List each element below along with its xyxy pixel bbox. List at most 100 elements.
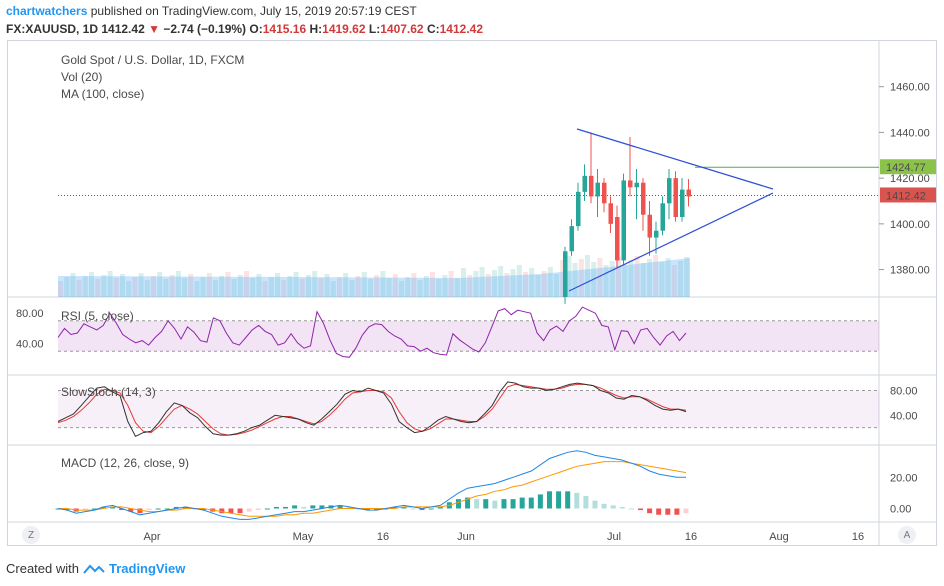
macd-histogram-bar — [164, 508, 170, 510]
volume-bar — [380, 271, 386, 297]
zoom-button[interactable]: Z — [22, 526, 40, 544]
triangle-upper-line[interactable] — [576, 128, 774, 190]
macd-histogram-bar — [455, 499, 461, 509]
candle-body — [563, 251, 568, 297]
macd-title: MACD (12, 26, close, 9) — [61, 456, 189, 470]
volume-bar — [343, 273, 349, 297]
volume-bar — [442, 275, 448, 297]
macd-histogram-bar — [292, 505, 298, 509]
tradingview-brand[interactable]: TradingView — [108, 561, 186, 576]
volume-bar — [163, 279, 169, 297]
volume-bar — [58, 281, 63, 297]
volume-bar — [498, 266, 504, 297]
candle-body — [602, 182, 607, 204]
volume-bar — [461, 268, 466, 297]
volume-bar — [479, 267, 485, 297]
volume-bar — [349, 280, 355, 297]
volume-bar — [609, 261, 615, 297]
volume-bar — [603, 265, 609, 297]
candle-body — [628, 180, 633, 188]
rsi-tick-label: 40.00 — [16, 339, 44, 351]
triangle-lower-line[interactable] — [568, 192, 774, 292]
candle-body — [595, 182, 600, 197]
volume-bar — [306, 275, 311, 297]
open-label: O: — [249, 22, 263, 36]
volume-bar — [597, 258, 603, 297]
volume-bar — [467, 275, 473, 297]
candle-body — [569, 226, 574, 252]
volume-bar — [113, 278, 119, 297]
change-value: −2.74 (−0.19%) — [163, 22, 247, 36]
candle-body — [660, 203, 665, 231]
chart-frame[interactable] — [7, 40, 937, 546]
volume-bar — [572, 263, 578, 297]
volume-bar — [516, 265, 522, 297]
ma-area — [58, 258, 690, 297]
macd-histogram-bar — [392, 506, 398, 509]
macd-histogram-bar — [237, 508, 243, 514]
volume-bar — [659, 262, 665, 297]
last-price: 1412.42 — [101, 22, 145, 36]
candle-body — [667, 178, 672, 204]
macd-histogram-bar — [91, 508, 97, 510]
author-link[interactable]: chartwatchers — [6, 4, 88, 18]
macd-line — [57, 450, 686, 520]
publish-line: chartwatchers published on TradingView.c… — [6, 4, 417, 18]
macd-histogram-bar — [182, 506, 188, 509]
volume-bar — [634, 256, 640, 297]
price-tick-label: 1380.00 — [890, 265, 930, 277]
published-text: published on TradingView.com, July 15, 2… — [90, 4, 417, 18]
volume-bar — [535, 275, 541, 297]
macd-histogram-bar — [64, 508, 70, 511]
macd-histogram-bar — [601, 503, 607, 509]
volume-bar — [423, 276, 429, 297]
macd-histogram-bar — [637, 508, 643, 511]
candle-body — [615, 217, 620, 261]
volume-bar — [616, 257, 621, 297]
macd-histogram-bar — [228, 508, 234, 514]
price-tick-label: 1420.00 — [890, 173, 930, 185]
volume-bar — [647, 259, 652, 297]
stoch-d-line — [57, 383, 687, 436]
volume-bar — [622, 264, 628, 297]
last-price-tag — [880, 187, 936, 203]
volume-bar — [665, 258, 671, 297]
macd-histogram-bar — [537, 494, 543, 509]
legend-symbol: Gold Spot / U.S. Dollar, 1D, FXCM — [61, 53, 244, 67]
volume-bar — [64, 277, 70, 297]
candle-body — [680, 189, 685, 217]
volume-bar — [430, 272, 435, 297]
auto-scale-button[interactable]: A — [898, 526, 916, 544]
candle-body — [621, 180, 626, 261]
volume-bar — [671, 265, 677, 297]
volume-bar — [405, 277, 411, 297]
volume-bar — [169, 275, 175, 297]
macd-histogram-bar — [519, 497, 525, 509]
stoch-tick-label: 80.00 — [890, 386, 918, 398]
macd-histogram-bar — [374, 508, 380, 511]
macd-histogram-bar — [364, 508, 370, 511]
volume-bar — [523, 272, 528, 297]
macd-histogram-bar — [583, 496, 589, 509]
macd-histogram-bar — [82, 508, 88, 511]
macd-histogram-bar — [674, 508, 680, 515]
volume-bar — [101, 275, 107, 297]
volume-bar — [411, 273, 417, 297]
volume-bar — [281, 280, 287, 297]
stoch-pane: 80.00 40.00 — [57, 381, 918, 437]
volume-bar — [126, 281, 132, 297]
last-price-label: 1412.42 — [886, 190, 926, 202]
volume-bar — [678, 261, 683, 297]
macd-histogram-bar — [319, 505, 325, 509]
macd-histogram-bar — [101, 506, 107, 509]
volume-bar — [510, 269, 516, 297]
volume-bar — [107, 271, 113, 297]
resistance-price-label: 1424.77 — [886, 162, 926, 174]
macd-histogram-bar — [510, 499, 516, 509]
volume-bar — [473, 271, 479, 297]
macd-histogram-bar — [283, 506, 289, 509]
macd-histogram-bar — [419, 508, 425, 511]
volume-bar — [374, 275, 380, 297]
macd-histogram-bar — [146, 508, 152, 511]
